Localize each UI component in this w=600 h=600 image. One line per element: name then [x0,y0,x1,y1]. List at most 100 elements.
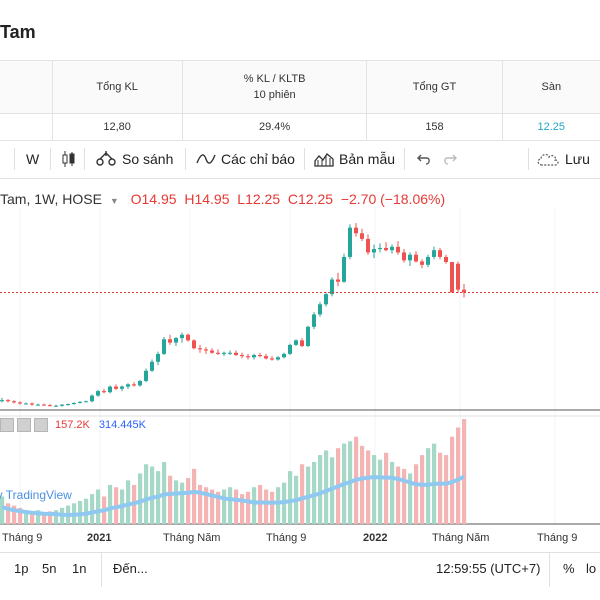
volume-toggle-icon[interactable] [0,418,14,432]
templates-label: Bản mẫu [339,151,396,167]
volume-legend: 157.2K 314.445K [0,418,146,432]
volume-bar [372,455,377,524]
candle-body [366,238,370,253]
candle-body [432,250,436,257]
stats-header-empty [0,61,53,114]
candle-body [324,294,328,305]
volume-bar [30,512,35,524]
legend-dropdown-icon[interactable]: ▼ [109,196,119,206]
candle-body [336,279,340,282]
compare-icon [96,151,116,166]
time-axis-label: Tháng 9 [266,532,307,544]
volume-bar [252,487,257,524]
indicators-button[interactable]: Các chỉ báo [196,140,295,178]
volume-bar [360,445,365,524]
candle-body [456,263,460,290]
volume-bar [264,489,269,524]
stats-header-volume-ratio-sub: 10 phiên [253,89,296,101]
range-1n-button[interactable]: 1n [72,561,87,576]
legend-symbol: Tam, 1W, HOSE [0,191,102,207]
log-toggle[interactable]: lo [586,561,597,576]
volume-bar [408,473,413,524]
candle-body [90,395,94,402]
candle-body [132,384,136,386]
price-chart[interactable] [0,208,600,528]
candle-body [0,400,4,402]
candle-body [444,256,448,263]
volume-bar [420,455,425,524]
undo-button[interactable] [416,140,432,178]
candle-body [264,356,268,359]
save-button[interactable]: Lưu [536,140,590,178]
bottom-separator [549,553,550,587]
candle-body [126,384,130,387]
candle-body [42,404,46,406]
candle-body [252,355,256,358]
volume-bar [48,511,53,524]
stats-header-volume-ratio: % KL / KLTB 10 phiên [182,61,368,114]
templates-icon [314,153,334,167]
save-label: Lưu [565,151,590,167]
stats-value-floor: 12.25 [537,121,566,133]
stats-header-total-value: Tổng GT [366,61,503,114]
volume-bar [24,510,29,524]
volume-bar [324,450,329,524]
volume-settings-icon[interactable] [17,418,31,432]
candle-body [354,227,358,234]
candle-body [138,380,142,386]
candle-body [312,314,316,327]
candle-body [18,402,22,404]
candle-body [378,247,382,250]
stats-header-volume-ratio-label: % KL / KLTB [243,73,306,85]
goto-button[interactable]: Đến... [113,561,148,576]
candle-body [438,250,442,257]
volume-bar [276,487,281,524]
stats-value-total-value: 158 [366,113,503,140]
candle-body [216,352,220,354]
candle-body [462,289,466,293]
compare-button[interactable]: So sánh [95,140,173,178]
chart-type-button[interactable] [61,140,77,178]
volume-bar [246,491,251,524]
volume-close-icon[interactable] [34,418,48,432]
candle-body [96,391,100,396]
candle-body [174,338,178,343]
candle-body [300,340,304,346]
range-1p-button[interactable]: 1p [14,561,29,576]
volume-bar [198,484,203,524]
candle-body [402,252,406,261]
templates-button[interactable]: Bản mẫu [314,140,395,178]
candle-body [84,401,88,403]
indicators-label: Các chỉ báo [221,151,295,167]
volume-bar [204,487,209,524]
redo-button[interactable] [442,140,458,178]
percent-toggle[interactable]: % [563,561,575,576]
interval-button[interactable]: W [26,140,39,178]
candle-body [54,405,58,407]
candle-body [60,404,64,406]
stats-value-volume-ratio: 29.4% [182,113,368,140]
toolbar-separator [14,148,15,170]
candle-body [234,352,238,356]
stats-table: Tổng KL % KL / KLTB 10 phiên Tổng GT Sàn… [0,60,600,141]
volume-bar [270,491,275,524]
volume-bar [168,475,173,524]
candle-body [258,355,262,357]
volume-bar [396,466,401,524]
candlestick-icon [62,151,75,167]
candle-body [102,391,106,393]
volume-bar [414,464,419,524]
candle-body [108,386,112,393]
candle-body [144,370,148,381]
volume-bar [150,466,155,524]
candle-body [408,254,412,261]
toolbar-separator [185,148,186,170]
candle-body [348,227,352,257]
bottom-toolbar: 1p 5n 1n Đến... 12:59:55 (UTC+7) % lo [0,552,600,587]
candle-body [318,304,322,315]
page-title: Tam [0,22,36,42]
range-5n-button[interactable]: 5n [42,561,57,576]
volume-bar [6,503,11,524]
candle-body [114,386,118,389]
volume-bar [378,459,383,524]
